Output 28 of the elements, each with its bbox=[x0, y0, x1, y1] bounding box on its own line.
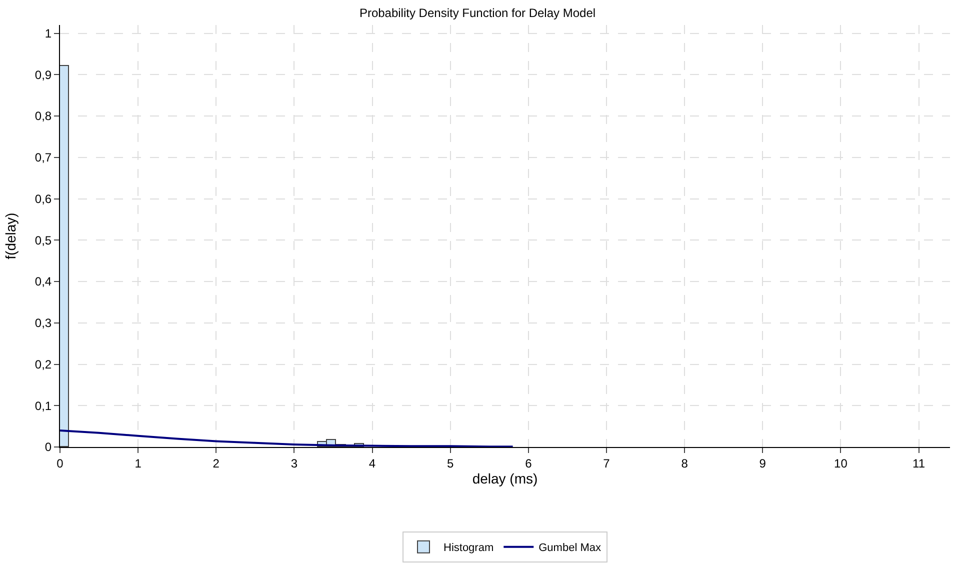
legend-label: Gumbel Max bbox=[538, 542, 602, 554]
y-tick-label: 0,4 bbox=[34, 274, 52, 289]
x-tick-label: 0 bbox=[56, 456, 64, 470]
y-tick-label: 0,3 bbox=[34, 316, 52, 330]
y-tick-label: 0,2 bbox=[34, 357, 52, 372]
chart-title: Probability Density Function for Delay Model bbox=[359, 6, 596, 20]
y-tick-label: 0,5 bbox=[34, 233, 52, 248]
legend-label: Histogram bbox=[444, 542, 494, 554]
x-tick-label: 6 bbox=[525, 456, 532, 470]
y-tick-label: 0,7 bbox=[34, 150, 52, 165]
y-tick-label: 0 bbox=[44, 440, 52, 454]
y-tick-label: 0,8 bbox=[34, 109, 52, 124]
x-tick-label: 9 bbox=[759, 456, 766, 470]
y-axis-title: f(delay) bbox=[2, 212, 19, 260]
y-tick-label: 0,6 bbox=[34, 192, 52, 206]
x-tick-label: 10 bbox=[834, 456, 848, 470]
x-tick-label: 11 bbox=[912, 456, 926, 470]
x-axis-title: delay (ms) bbox=[472, 470, 538, 486]
x-tick-label: 7 bbox=[603, 456, 610, 470]
x-tick-label: 4 bbox=[368, 456, 376, 470]
x-tick-label: 5 bbox=[447, 456, 454, 470]
x-tick-label: 2 bbox=[212, 456, 220, 470]
x-tick-label: 3 bbox=[290, 456, 298, 470]
y-tick-label: 0,9 bbox=[34, 68, 52, 82]
x-tick-label: 1 bbox=[134, 456, 142, 470]
y-tick-label: 0,1 bbox=[34, 398, 52, 413]
y-tick-label: 1 bbox=[44, 26, 52, 40]
x-tick-label: 8 bbox=[681, 456, 688, 470]
